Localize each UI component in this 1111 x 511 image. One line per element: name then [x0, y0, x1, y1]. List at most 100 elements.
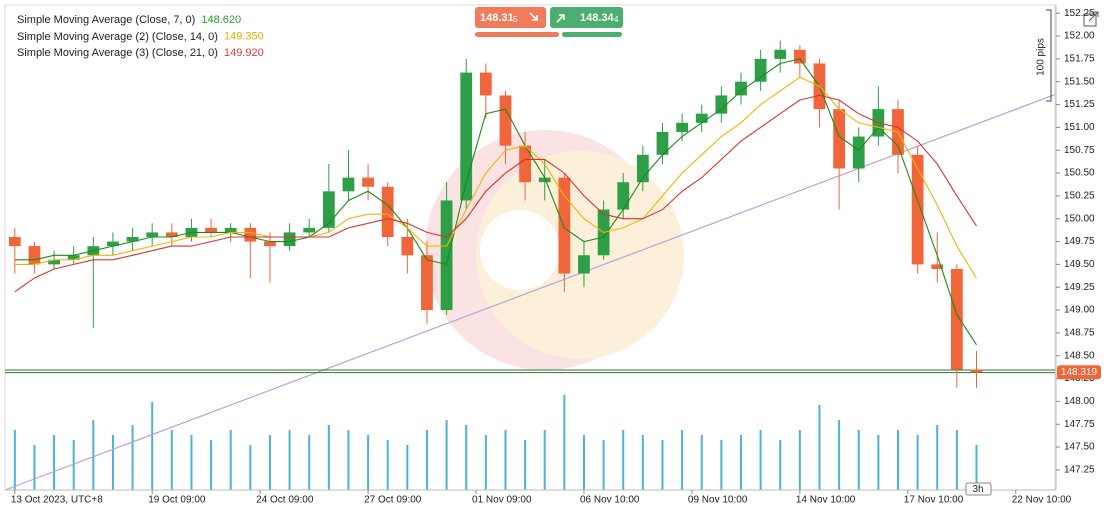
y-tick-label: 147.50	[1064, 442, 1095, 453]
volume-bar	[975, 445, 978, 490]
candle-body	[28, 246, 41, 265]
volume-bar	[661, 440, 664, 490]
candle-body	[264, 241, 276, 247]
candle-body	[950, 268, 963, 370]
candle-body	[636, 154, 649, 183]
trendline	[4, 93, 1056, 491]
volume-bar	[936, 425, 939, 490]
x-tick-label: 09 Nov 10:00	[688, 495, 748, 506]
candle-body	[499, 95, 512, 146]
volume-bar	[445, 420, 448, 490]
x-tick-label: 06 Nov 10:00	[580, 495, 640, 506]
volume-bar	[504, 430, 507, 490]
candle-body	[578, 255, 590, 274]
sell-button[interactable]	[475, 7, 546, 28]
volume-bar	[268, 435, 271, 490]
buy-pip[interactable]: 4	[614, 15, 619, 24]
x-tick-label: 22 Nov 10:00	[1012, 495, 1072, 506]
volume-bar	[72, 440, 75, 490]
candle-body	[970, 369, 983, 373]
candle-body	[205, 227, 217, 233]
sma-line	[14, 94, 977, 293]
x-tick-label: 17 Nov 10:00	[904, 495, 964, 506]
candle-body	[165, 232, 178, 237]
y-tick-label: 151.75	[1064, 54, 1095, 65]
volume-bar	[700, 435, 703, 490]
sell-bar	[475, 32, 559, 37]
candle-body	[656, 131, 669, 155]
y-tick-label: 150.75	[1064, 145, 1095, 156]
sell-icon[interactable]	[529, 12, 538, 21]
volume-bar	[288, 430, 291, 490]
volume-bar	[602, 440, 605, 490]
y-tick-label: 152.25	[1064, 8, 1095, 19]
candle-body	[931, 264, 944, 269]
candle-body	[538, 177, 551, 183]
y-tick-label: 150.25	[1064, 191, 1095, 202]
volume-bar	[229, 430, 232, 490]
legend-name: Simple Moving Average (Close, 7, 0)	[17, 14, 195, 26]
x-tick-label: 14 Nov 10:00	[796, 495, 856, 506]
timeframe-box	[965, 482, 992, 496]
candle-body	[67, 255, 80, 260]
candle-body	[793, 49, 806, 64]
sell-pip[interactable]: 5	[513, 15, 518, 24]
volume-bar	[249, 445, 252, 490]
buy-icon[interactable]	[556, 14, 565, 23]
volume-bar	[681, 430, 684, 490]
y-tick-label: 148.75	[1064, 328, 1095, 339]
buy-button[interactable]	[550, 7, 623, 28]
volume-bar	[327, 425, 330, 490]
y-tick-label: 149.00	[1064, 305, 1095, 316]
y-tick-label: 147.25	[1064, 465, 1095, 476]
x-tick-label: 27 Oct 09:00	[364, 495, 422, 506]
y-tick-label: 148.00	[1064, 396, 1095, 407]
candle-body	[479, 72, 492, 96]
volume-bar	[779, 440, 782, 490]
volume-bar	[13, 430, 16, 490]
popout-icon[interactable]	[1083, 11, 1099, 27]
buy-bar	[562, 32, 622, 37]
volume-bar	[111, 435, 114, 490]
candle-body	[519, 145, 531, 183]
buy-price[interactable]: 148.34	[580, 12, 615, 24]
y-tick-label: 151.50	[1064, 76, 1095, 87]
legend-value: 148.620	[201, 14, 241, 26]
candle-body	[342, 177, 355, 192]
y-tick-label: 151.00	[1064, 122, 1095, 133]
volume-bar	[641, 435, 644, 490]
volume-bar	[53, 435, 56, 490]
candle-body	[440, 200, 453, 311]
y-tick-label: 148.50	[1064, 350, 1095, 361]
candle-body	[911, 154, 924, 265]
y-tick-label: 150.00	[1064, 213, 1095, 224]
volume-bar	[308, 435, 311, 490]
candle-body	[244, 227, 257, 242]
y-tick-label: 149.25	[1064, 282, 1095, 293]
candle-body	[322, 191, 335, 228]
candle-body	[460, 72, 473, 201]
volume-bar	[582, 435, 585, 490]
plot-frame	[4, 4, 1056, 491]
sell-price[interactable]: 148.31	[480, 12, 514, 24]
y-tick-label: 147.75	[1064, 419, 1095, 430]
candle-body	[283, 232, 296, 247]
watermark	[425, 130, 684, 370]
volume-bar	[524, 440, 527, 490]
trade-panel: 148.31 5 148.34 4	[475, 7, 623, 37]
volume-bar	[210, 440, 213, 490]
volume-bar	[877, 435, 880, 490]
pips-bracket	[1046, 9, 1052, 102]
volume-bar	[425, 430, 428, 490]
candle-body	[617, 182, 630, 210]
candle-body	[735, 81, 747, 96]
volume-bar	[347, 430, 350, 490]
candle-body	[146, 232, 159, 237]
volume-bar	[484, 435, 487, 490]
candle-body	[558, 177, 571, 274]
volume-bar	[406, 445, 409, 490]
x-tick-label: 01 Nov 09:00	[472, 495, 532, 506]
candle-body	[362, 177, 374, 187]
legend-name: Simple Moving Average (3) (Close, 21, 0)	[17, 47, 218, 59]
